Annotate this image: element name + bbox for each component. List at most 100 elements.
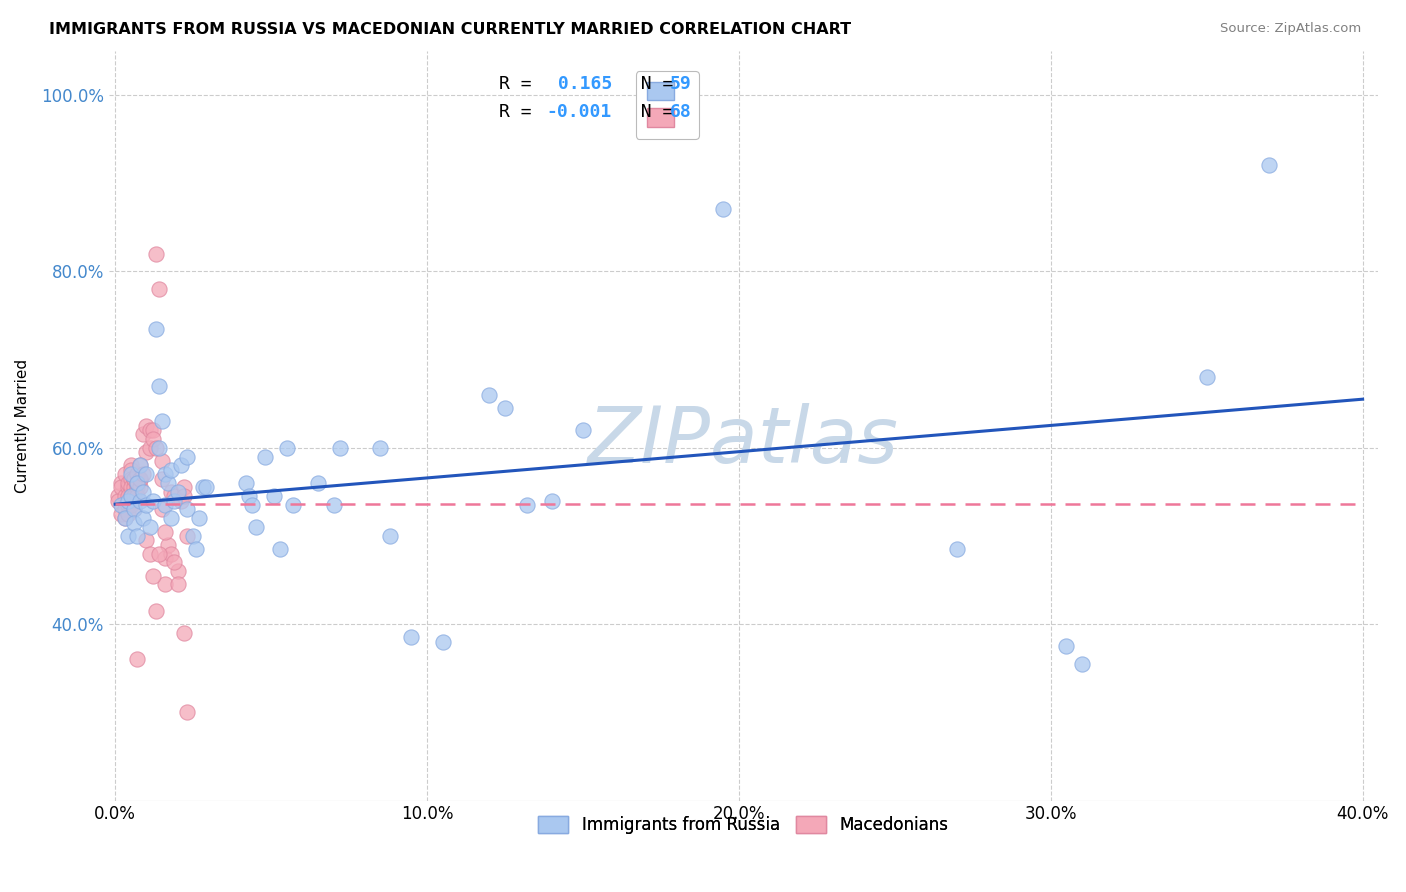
- Point: [153, 524, 176, 539]
- Point: [145, 604, 167, 618]
- Point: [120, 472, 142, 486]
- Point: [401, 631, 423, 645]
- Point: [132, 427, 155, 442]
- Point: [110, 480, 132, 494]
- Point: [1258, 158, 1281, 172]
- Text: N =: N =: [619, 103, 685, 121]
- Point: [120, 489, 142, 503]
- Point: [238, 489, 260, 503]
- Point: [110, 507, 132, 521]
- Point: [129, 458, 152, 473]
- Text: 0.165: 0.165: [547, 76, 612, 94]
- Point: [125, 475, 148, 490]
- Point: [117, 480, 139, 494]
- Point: [110, 475, 132, 490]
- Point: [135, 418, 157, 433]
- Point: [135, 445, 157, 459]
- Point: [1054, 639, 1077, 653]
- Text: IMMIGRANTS FROM RUSSIA VS MACEDONIAN CURRENTLY MARRIED CORRELATION CHART: IMMIGRANTS FROM RUSSIA VS MACEDONIAN CUR…: [49, 22, 852, 37]
- Point: [122, 472, 145, 486]
- Point: [242, 498, 264, 512]
- Point: [150, 454, 173, 468]
- Point: [163, 555, 186, 569]
- Point: [138, 423, 160, 437]
- Point: [163, 493, 186, 508]
- Point: [129, 472, 152, 486]
- Point: [135, 498, 157, 512]
- Point: [170, 458, 193, 473]
- Point: [122, 502, 145, 516]
- Point: [176, 450, 198, 464]
- Point: [176, 706, 198, 720]
- Text: R =: R =: [499, 103, 543, 121]
- Point: [148, 441, 170, 455]
- Point: [117, 498, 139, 512]
- Point: [138, 441, 160, 455]
- Point: [107, 489, 129, 503]
- Point: [307, 475, 329, 490]
- Point: [135, 467, 157, 482]
- Point: [150, 472, 173, 486]
- Point: [125, 475, 148, 490]
- Point: [148, 282, 170, 296]
- Point: [129, 493, 152, 508]
- Point: [153, 467, 176, 482]
- Point: [153, 551, 176, 566]
- Point: [125, 475, 148, 490]
- Point: [170, 493, 193, 508]
- Point: [122, 502, 145, 516]
- Point: [145, 321, 167, 335]
- Point: [117, 475, 139, 490]
- Text: 68: 68: [671, 103, 692, 121]
- Point: [125, 652, 148, 666]
- Point: [235, 475, 257, 490]
- Point: [120, 489, 142, 503]
- Point: [122, 480, 145, 494]
- Point: [160, 511, 183, 525]
- Point: [145, 441, 167, 455]
- Point: [145, 246, 167, 260]
- Point: [188, 511, 211, 525]
- Point: [114, 489, 136, 503]
- Point: [173, 489, 195, 503]
- Text: N =: N =: [619, 76, 685, 94]
- Point: [157, 538, 180, 552]
- Point: [281, 498, 304, 512]
- Point: [114, 467, 136, 482]
- Point: [253, 450, 276, 464]
- Point: [157, 475, 180, 490]
- Point: [142, 423, 165, 437]
- Point: [946, 542, 969, 557]
- Point: [516, 498, 538, 512]
- Point: [245, 520, 267, 534]
- Point: [160, 484, 183, 499]
- Point: [117, 493, 139, 508]
- Point: [176, 502, 198, 516]
- Point: [117, 507, 139, 521]
- Point: [1195, 370, 1218, 384]
- Point: [160, 463, 183, 477]
- Point: [114, 502, 136, 516]
- Point: [129, 480, 152, 494]
- Point: [572, 423, 595, 437]
- Point: [132, 511, 155, 525]
- Point: [173, 626, 195, 640]
- Point: [153, 498, 176, 512]
- Point: [153, 577, 176, 591]
- Point: [329, 441, 352, 455]
- Point: [142, 493, 165, 508]
- Point: [107, 493, 129, 508]
- Point: [138, 547, 160, 561]
- Point: [166, 564, 188, 578]
- Point: [269, 542, 291, 557]
- Point: [129, 458, 152, 473]
- Point: [494, 401, 516, 415]
- Point: [125, 489, 148, 503]
- Point: [176, 529, 198, 543]
- Point: [148, 379, 170, 393]
- Point: [120, 458, 142, 473]
- Point: [166, 484, 188, 499]
- Point: [125, 467, 148, 482]
- Point: [540, 493, 562, 508]
- Point: [194, 480, 217, 494]
